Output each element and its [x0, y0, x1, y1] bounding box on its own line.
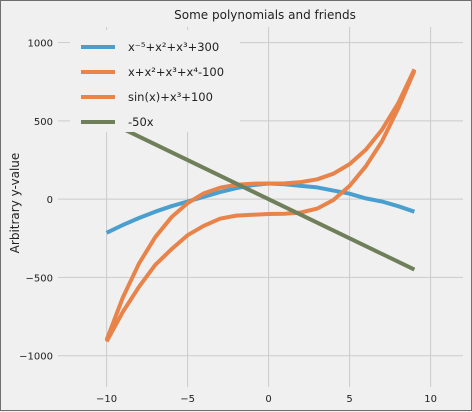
- x-tick-label: −5: [180, 394, 195, 405]
- series-line-4: [105, 119, 416, 272]
- y-tick-label: 0: [47, 195, 53, 206]
- series-lines: [104, 68, 417, 343]
- x-tick-label: −10: [96, 394, 117, 405]
- chart-title: Some polynomials and friends: [174, 8, 356, 22]
- y-tick-label: 1000: [28, 39, 53, 50]
- y-tick-label: −500: [26, 273, 53, 284]
- legend: x⁻⁵+x²+x³+300 x+x²+x³+x⁴-100 sin(x)+x³+100…: [70, 30, 240, 132]
- legend-label: -50x: [128, 115, 154, 129]
- x-tick-label: 0: [265, 394, 271, 405]
- y-tick-label: 500: [34, 117, 53, 128]
- series-line-2: [104, 70, 417, 343]
- x-tick-label: 10: [424, 394, 437, 405]
- x-tick-label: 5: [346, 394, 352, 405]
- tick-labels: −10 −5 0 5 10 −1000 −500 0 500 1000: [19, 39, 437, 405]
- legend-label: x+x²+x³+x⁴-100: [128, 65, 224, 79]
- y-tick-label: −1000: [19, 352, 53, 363]
- y-axis-label: Arbitrary y-value: [8, 153, 22, 254]
- legend-label: x⁻⁵+x²+x³+300: [128, 40, 219, 54]
- legend-label: sin(x)+x³+100: [128, 90, 213, 104]
- series-line-3: [104, 68, 417, 341]
